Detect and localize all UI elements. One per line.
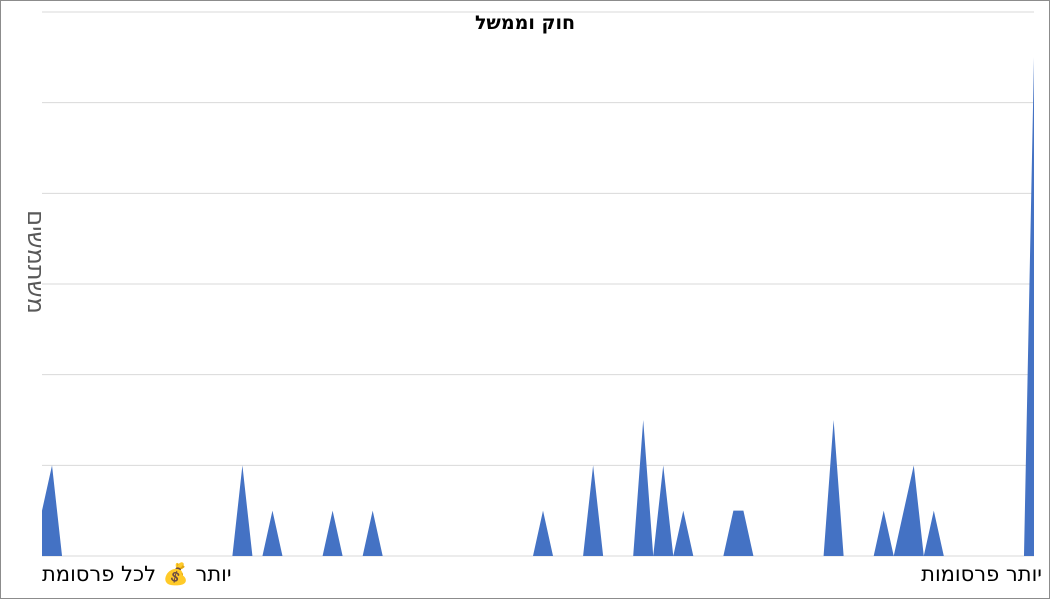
area-series-path [42,57,1034,556]
x-axis-label-right: יותר פרסומות [921,562,1042,586]
chart-title: חוק וממשל [474,12,576,34]
series-area [42,57,1034,556]
gridlines [42,11,1034,557]
x-axis-label-left: יותר 💰 לכל פרסומת [42,562,232,586]
